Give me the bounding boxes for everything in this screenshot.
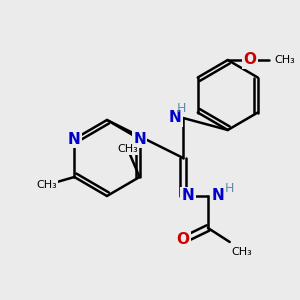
Text: O: O bbox=[243, 52, 256, 68]
Text: N: N bbox=[182, 188, 194, 203]
Text: N: N bbox=[133, 131, 146, 146]
Text: H: H bbox=[176, 101, 186, 115]
Text: CH₃: CH₃ bbox=[117, 144, 138, 154]
Text: CH₃: CH₃ bbox=[274, 55, 295, 65]
Text: N: N bbox=[169, 110, 182, 125]
Text: N: N bbox=[212, 188, 224, 203]
Text: CH₃: CH₃ bbox=[232, 247, 253, 257]
Text: CH₃: CH₃ bbox=[36, 180, 57, 190]
Text: O: O bbox=[177, 232, 190, 247]
Text: H: H bbox=[225, 182, 234, 194]
Text: N: N bbox=[68, 131, 81, 146]
